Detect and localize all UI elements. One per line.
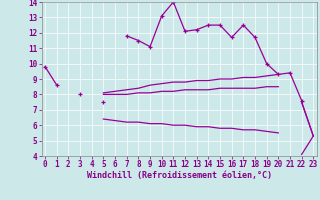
X-axis label: Windchill (Refroidissement éolien,°C): Windchill (Refroidissement éolien,°C)	[87, 171, 272, 180]
